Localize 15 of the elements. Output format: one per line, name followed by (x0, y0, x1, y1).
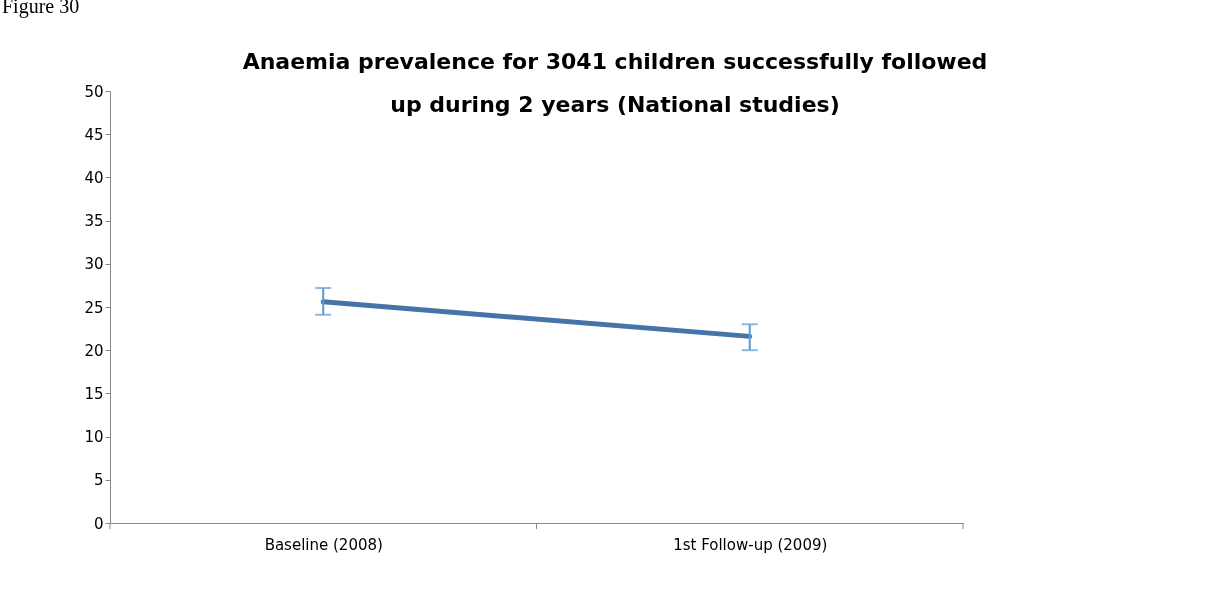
y-tick-label: 25 (84, 298, 104, 317)
chart-title: Anaemia prevalence for 3041 children successfully followed up during 2 years (National studies) (242, 49, 988, 117)
y-tick-label: 15 (84, 384, 104, 403)
y-tick-label: 45 (84, 125, 104, 144)
x-tick-label: 1st Follow-up (2009) (673, 535, 828, 554)
y-tick-label: 35 (84, 212, 104, 231)
y-tick-label: 0 (93, 514, 104, 533)
y-tick-label: 10 (84, 428, 104, 447)
x-tick-label: Baseline (2008) (264, 535, 383, 554)
y-tick-label: 5 (93, 471, 104, 490)
y-tick-label: 30 (84, 255, 104, 274)
y-tick-label: 50 (84, 82, 104, 101)
y-tick-label: 20 (84, 341, 104, 360)
y-tick-label: 40 (84, 168, 104, 187)
caption: Figure 30 (2, 0, 80, 18)
